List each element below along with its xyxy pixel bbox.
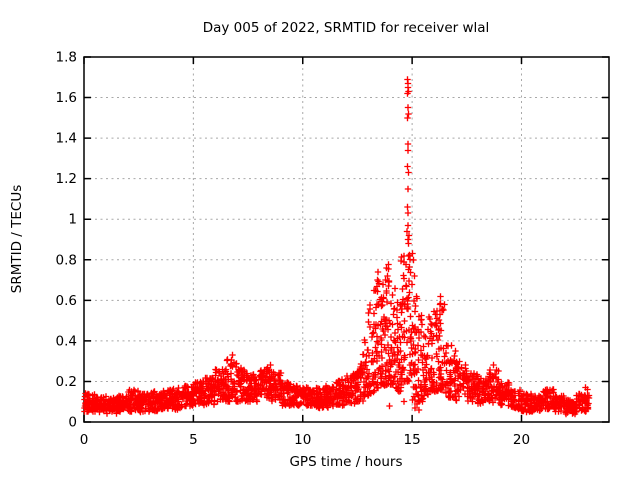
y-tick-label: 0.4 (56, 333, 77, 349)
y-tick-label: 1.8 (56, 50, 77, 66)
x-tick-label: 15 (404, 432, 421, 448)
scatter-markers (81, 76, 593, 418)
tick-labels: 0 5 10 15 20 0 0.2 0.4 0.6 0.8 1 1.2 1.4 1.6 1.8 (56, 50, 531, 449)
y-tick-label: 1.6 (56, 90, 77, 106)
y-tick-label: 0.6 (56, 293, 77, 309)
y-tick-label: 1.2 (56, 171, 77, 187)
plot-border (83, 56, 610, 423)
y-tick-label: 1.4 (56, 131, 77, 147)
x-tick-label: 5 (189, 432, 198, 448)
x-tick-label: 0 (80, 432, 89, 448)
y-tick-label: 0.2 (56, 374, 77, 390)
y-tick-label: 0.8 (56, 252, 77, 268)
y-tick-label: 1 (68, 212, 77, 228)
grid-lines (84, 57, 609, 422)
x-tick-label: 20 (513, 432, 530, 448)
x-tick-label: 10 (294, 432, 311, 448)
axis-ticks (83, 56, 609, 423)
y-axis-label: SRMTID / TECUs (9, 185, 25, 293)
x-axis-label: GPS time / hours (289, 454, 402, 470)
plot-frame (83, 56, 610, 423)
data-points (81, 76, 593, 418)
y-tick-label: 0 (68, 415, 77, 431)
chart-title: Day 005 of 2022, SRMTID for receiver wla… (203, 20, 490, 36)
